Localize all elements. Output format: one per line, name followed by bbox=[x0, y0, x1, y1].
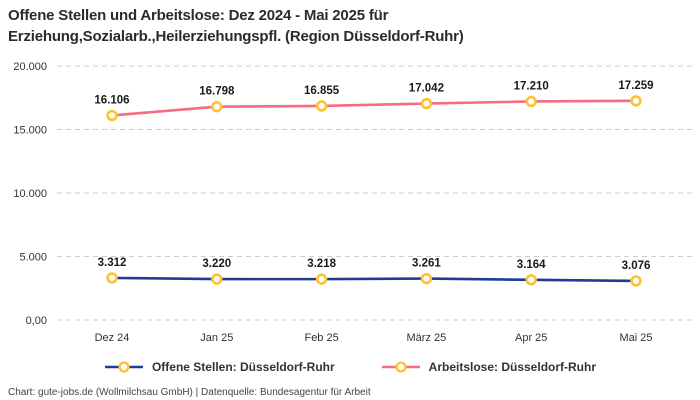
y-axis-tick-label: 0,00 bbox=[26, 315, 47, 327]
data-point-marker[interactable] bbox=[420, 272, 433, 285]
series-line bbox=[111, 99, 637, 117]
data-point-label: 16.855 bbox=[304, 85, 340, 97]
series-line bbox=[111, 276, 637, 283]
data-point-label: 17.259 bbox=[618, 80, 653, 92]
legend-line-marker-icon bbox=[381, 361, 420, 373]
chart-title: Offene Stellen und Arbeitslose: Dez 2024… bbox=[8, 5, 668, 47]
data-point-marker[interactable] bbox=[106, 272, 118, 284]
data-point-label: 3.218 bbox=[307, 258, 336, 270]
chart-title-line1: Offene Stellen und Arbeitslose: Dez 2024… bbox=[8, 7, 389, 24]
x-axis-tick-label: Apr 25 bbox=[515, 332, 547, 344]
data-point-marker[interactable] bbox=[420, 97, 433, 110]
chart-attribution: Chart: gute-jobs.de (Wollmilchsau GmbH) … bbox=[8, 387, 371, 398]
data-point-label: 16.106 bbox=[94, 94, 129, 106]
data-point-label: 16.798 bbox=[199, 86, 235, 98]
data-point-label: 17.210 bbox=[514, 80, 549, 92]
x-axis-tick-label: Jan 25 bbox=[200, 332, 233, 344]
data-point-marker[interactable] bbox=[630, 275, 642, 287]
y-axis-tick-label: 5.000 bbox=[19, 252, 47, 264]
legend-label-offene-stellen: Offene Stellen: Düsseldorf-Ruhr bbox=[151, 360, 335, 374]
data-point-marker[interactable] bbox=[525, 274, 537, 286]
data-point-label: 3.220 bbox=[202, 258, 231, 270]
legend-label-arbeitslose: Arbeitslose: Düsseldorf-Ruhr bbox=[428, 360, 597, 374]
data-point-marker[interactable] bbox=[630, 95, 642, 107]
x-axis-tick-label: Mai 25 bbox=[619, 332, 652, 344]
y-axis-tick-label: 10.000 bbox=[13, 188, 47, 200]
data-point-marker[interactable] bbox=[211, 273, 223, 285]
data-point-label: 3.076 bbox=[622, 260, 651, 272]
legend-item-offene-stellen[interactable]: Offene Stellen: Düsseldorf-Ruhr bbox=[104, 360, 335, 374]
legend-item-arbeitslose[interactable]: Arbeitslose: Düsseldorf-Ruhr bbox=[381, 360, 596, 374]
data-point-marker[interactable] bbox=[315, 100, 328, 112]
data-point-label: 17.042 bbox=[409, 83, 444, 95]
data-point-marker[interactable] bbox=[525, 95, 537, 108]
x-axis-tick-label: März 25 bbox=[407, 332, 447, 344]
chart-legend: Offene Stellen: Düsseldorf-Ruhr Arbeitsl… bbox=[0, 360, 700, 374]
legend-line-marker-icon bbox=[104, 361, 143, 373]
chart-title-line2: Erziehung,Sozialarb.,Heilerziehungspfl. … bbox=[8, 28, 464, 45]
data-point-label: 3.261 bbox=[412, 258, 441, 270]
data-point-marker[interactable] bbox=[315, 273, 328, 285]
data-point-marker[interactable] bbox=[106, 109, 118, 122]
data-point-marker[interactable] bbox=[211, 100, 223, 113]
data-point-label: 3.312 bbox=[98, 257, 127, 269]
data-point-label: 3.164 bbox=[517, 259, 546, 271]
x-axis-tick-label: Feb 25 bbox=[304, 332, 338, 344]
x-axis-tick-label: Dez 24 bbox=[95, 332, 130, 344]
y-axis-tick-label: 20.000 bbox=[13, 61, 47, 73]
y-axis-tick-label: 15.000 bbox=[13, 125, 47, 137]
